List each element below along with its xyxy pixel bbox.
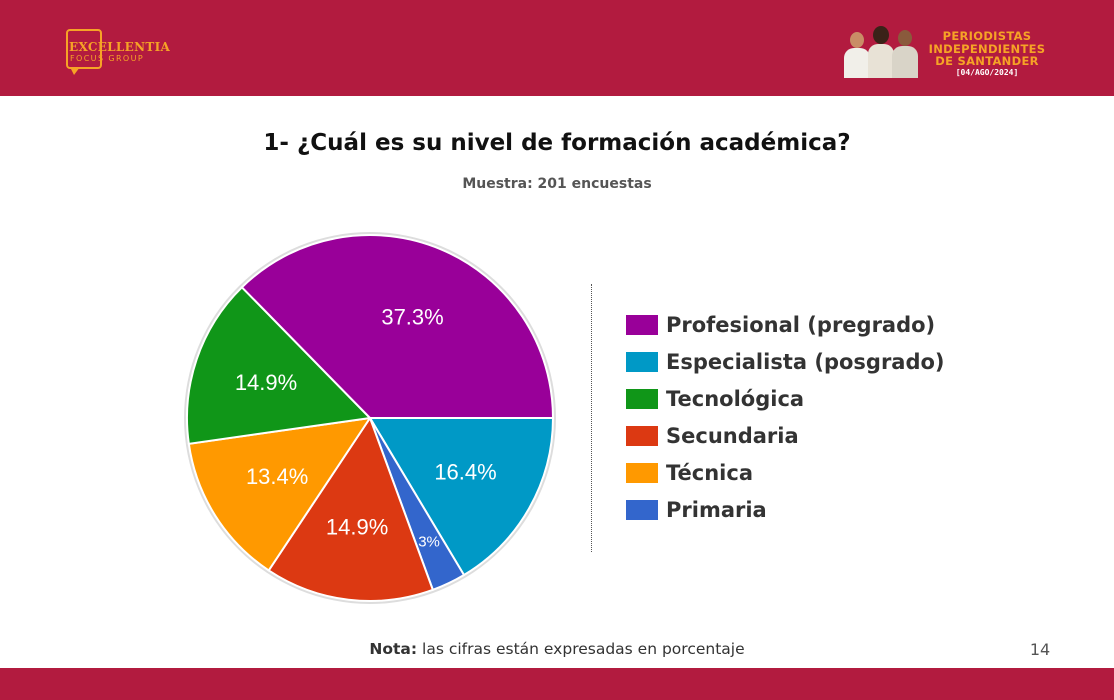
legend-label: Secundaria: [666, 423, 799, 448]
brand-title: PERIODISTAS INDEPENDIENTES DE SANTANDER: [918, 30, 1056, 68]
legend-swatch: [626, 499, 658, 520]
chart-subtitle: Muestra: 201 encuestas: [462, 176, 652, 192]
legend-item: Profesional (pregrado): [626, 306, 945, 343]
chart-legend: Profesional (pregrado) Especialista (posg…: [626, 306, 945, 528]
excellentia-logo: EXCELLENTIA FOCUS GROUP: [66, 29, 170, 75]
legend-item: Especialista (posgrado): [626, 343, 945, 380]
logo-speech-tail: [70, 67, 80, 75]
legend-item: Secundaria: [626, 417, 945, 454]
legend-swatch: [626, 425, 658, 446]
pie-slice-tecnol-gica: [186, 285, 373, 445]
brand-line-1: PERIODISTAS: [942, 29, 1032, 43]
pie-slice-secundaria: [267, 415, 435, 602]
legend-label: Tecnológica: [666, 386, 805, 411]
legend-item: Tecnológica: [626, 380, 945, 417]
footer-bar: [0, 668, 1114, 700]
pie-chart: 16.4% 3% 14.9% 13.4% 14.9% 37.3%: [184, 232, 556, 604]
legend-label: Primaria: [666, 497, 767, 522]
legend-item: Primaria: [626, 491, 945, 528]
pie-slice-t-cnica: [187, 416, 373, 572]
legend-swatch: [626, 314, 658, 335]
brand-line-2: INDEPENDIENTES: [928, 41, 1046, 56]
divider-line: [591, 284, 592, 552]
legend-label: Profesional (pregrado): [666, 312, 936, 337]
pie-slice-label: 13.4%: [246, 464, 308, 489]
footnote-text: las cifras están expresadas en porcentaj…: [422, 640, 745, 658]
logo-subtitle: FOCUS GROUP: [70, 54, 145, 63]
pie-slice-profesional-pregrado: [240, 234, 555, 419]
page-number: 14: [1029, 640, 1051, 659]
header-bar: [0, 0, 1114, 96]
legend-swatch: [626, 462, 658, 483]
legend-swatch: [626, 351, 658, 372]
logo-name: EXCELLENTIA: [69, 40, 171, 54]
pie-slice-especialista-posgrado: [368, 417, 555, 577]
legend-swatch: [626, 388, 658, 409]
pie-slice-label: 3%: [418, 533, 440, 550]
legend-label: Técnica: [666, 460, 753, 485]
brand-date: [04/AGO/2024]: [955, 68, 1019, 77]
legend-label: Especialista (posgrado): [666, 349, 945, 374]
brand-line-3: DE SANTANDER: [935, 54, 1039, 68]
pie-slice-label: 37.3%: [381, 304, 443, 329]
footnote: Nota: las cifras están expresadas en por…: [0, 640, 1114, 658]
legend-item: Técnica: [626, 454, 945, 491]
chart-title: 1- ¿Cuál es su nivel de formación académ…: [263, 130, 851, 156]
pie-slice-label: 14.9%: [235, 370, 297, 395]
pie-slice-label: 16.4%: [434, 460, 496, 485]
pie-slice-label: 14.9%: [326, 515, 388, 540]
footnote-label: Nota:: [369, 640, 418, 658]
logo-frame: [66, 29, 102, 69]
journalists-photo: [842, 26, 918, 78]
